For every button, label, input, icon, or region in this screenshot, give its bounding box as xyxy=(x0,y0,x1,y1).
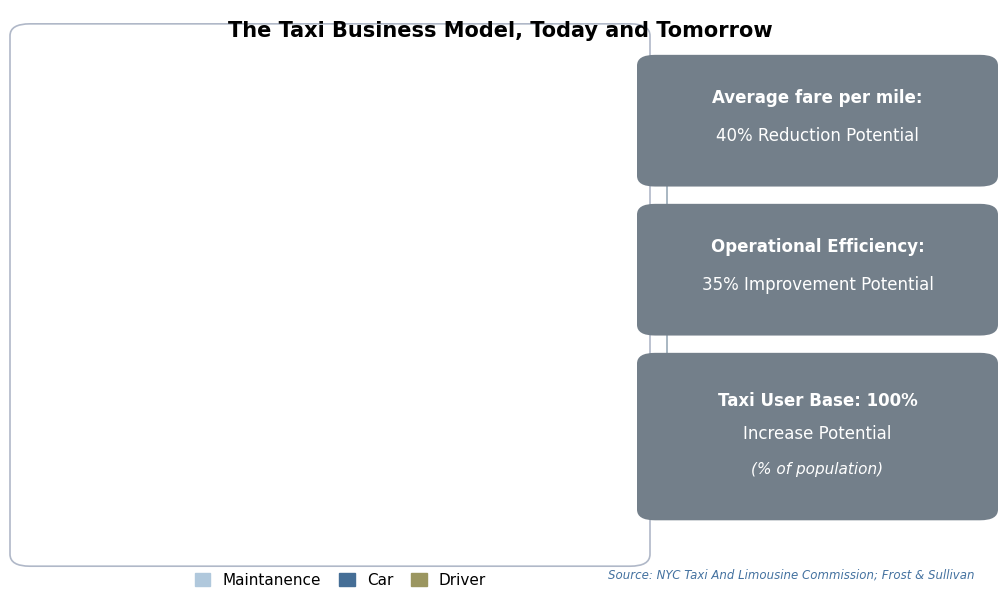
Text: The Taxi Business Model, Today and Tomorrow: The Taxi Business Model, Today and Tomor… xyxy=(228,21,772,41)
Bar xyxy=(272,347,542,452)
Bar xyxy=(195,347,216,452)
Text: (% of population): (% of population) xyxy=(751,462,884,477)
Legend: Maintanence, Car, Driver: Maintanence, Car, Driver xyxy=(195,573,486,588)
Text: Operational Efficiency:: Operational Efficiency: xyxy=(711,238,924,256)
Text: Increase Potential: Increase Potential xyxy=(743,424,892,443)
Text: 40% Reduction Potential: 40% Reduction Potential xyxy=(716,126,919,145)
Bar xyxy=(216,347,272,452)
Text: Taxi User Base: 100%: Taxi User Base: 100% xyxy=(718,392,917,410)
Text: 35% Improvement Potential: 35% Improvement Potential xyxy=(702,275,933,294)
Text: Source: NYC Taxi And Limousine Commission; Frost & Sullivan: Source: NYC Taxi And Limousine Commissio… xyxy=(608,568,975,581)
Bar xyxy=(309,157,542,262)
Bar xyxy=(195,157,216,262)
Text: Average fare per mile:: Average fare per mile: xyxy=(712,89,923,107)
Bar xyxy=(216,157,309,262)
